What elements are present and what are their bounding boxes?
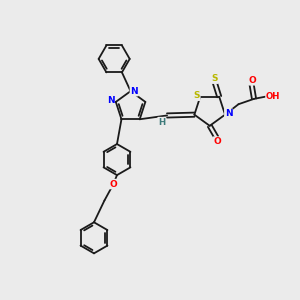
Text: H: H — [158, 118, 165, 127]
Text: O: O — [249, 76, 256, 85]
Text: S: S — [194, 91, 200, 100]
Text: N: N — [130, 87, 138, 96]
Text: O: O — [213, 137, 221, 146]
Text: OH: OH — [266, 92, 280, 101]
Text: O: O — [110, 180, 117, 189]
Text: N: N — [225, 109, 232, 118]
Text: N: N — [106, 96, 114, 105]
Text: S: S — [212, 74, 218, 83]
